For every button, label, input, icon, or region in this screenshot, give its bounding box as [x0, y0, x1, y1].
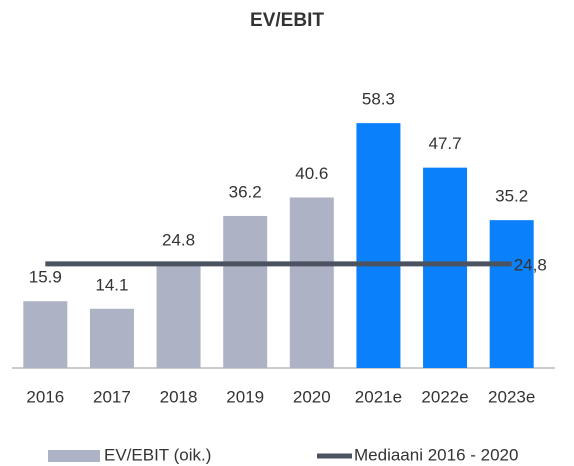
x-tick-label: 2018: [160, 387, 198, 406]
data-label: 14.1: [95, 275, 128, 294]
median-label: 24,8: [514, 255, 547, 274]
bar: [489, 220, 534, 368]
bar: [223, 215, 268, 368]
x-tick-label: 2016: [26, 387, 64, 406]
legend-label: EV/EBIT (oik.): [104, 445, 211, 464]
data-label: 15.9: [29, 268, 62, 287]
legend-swatch: [48, 450, 100, 462]
data-label: 35.2: [495, 187, 528, 206]
x-tick-label: 2021e: [355, 387, 402, 406]
bar: [356, 123, 401, 368]
data-label: 47.7: [429, 134, 462, 153]
bar: [156, 263, 201, 368]
chart-title: EV/EBIT: [250, 10, 324, 31]
x-tick-label: 2019: [226, 387, 264, 406]
bar: [423, 167, 468, 368]
x-tick-label: 2017: [93, 387, 131, 406]
bar: [23, 301, 68, 368]
x-tick-label: 2023e: [488, 387, 535, 406]
bar: [89, 308, 134, 368]
bar: [289, 197, 334, 368]
data-label: 24.8: [162, 230, 195, 249]
data-label: 40.6: [295, 164, 328, 183]
legend-label: Mediaani 2016 - 2020: [354, 445, 518, 464]
x-tick-label: 2022e: [421, 387, 468, 406]
x-tick-label: 2020: [293, 387, 331, 406]
data-label: 58.3: [362, 90, 395, 109]
data-label: 36.2: [229, 182, 262, 201]
